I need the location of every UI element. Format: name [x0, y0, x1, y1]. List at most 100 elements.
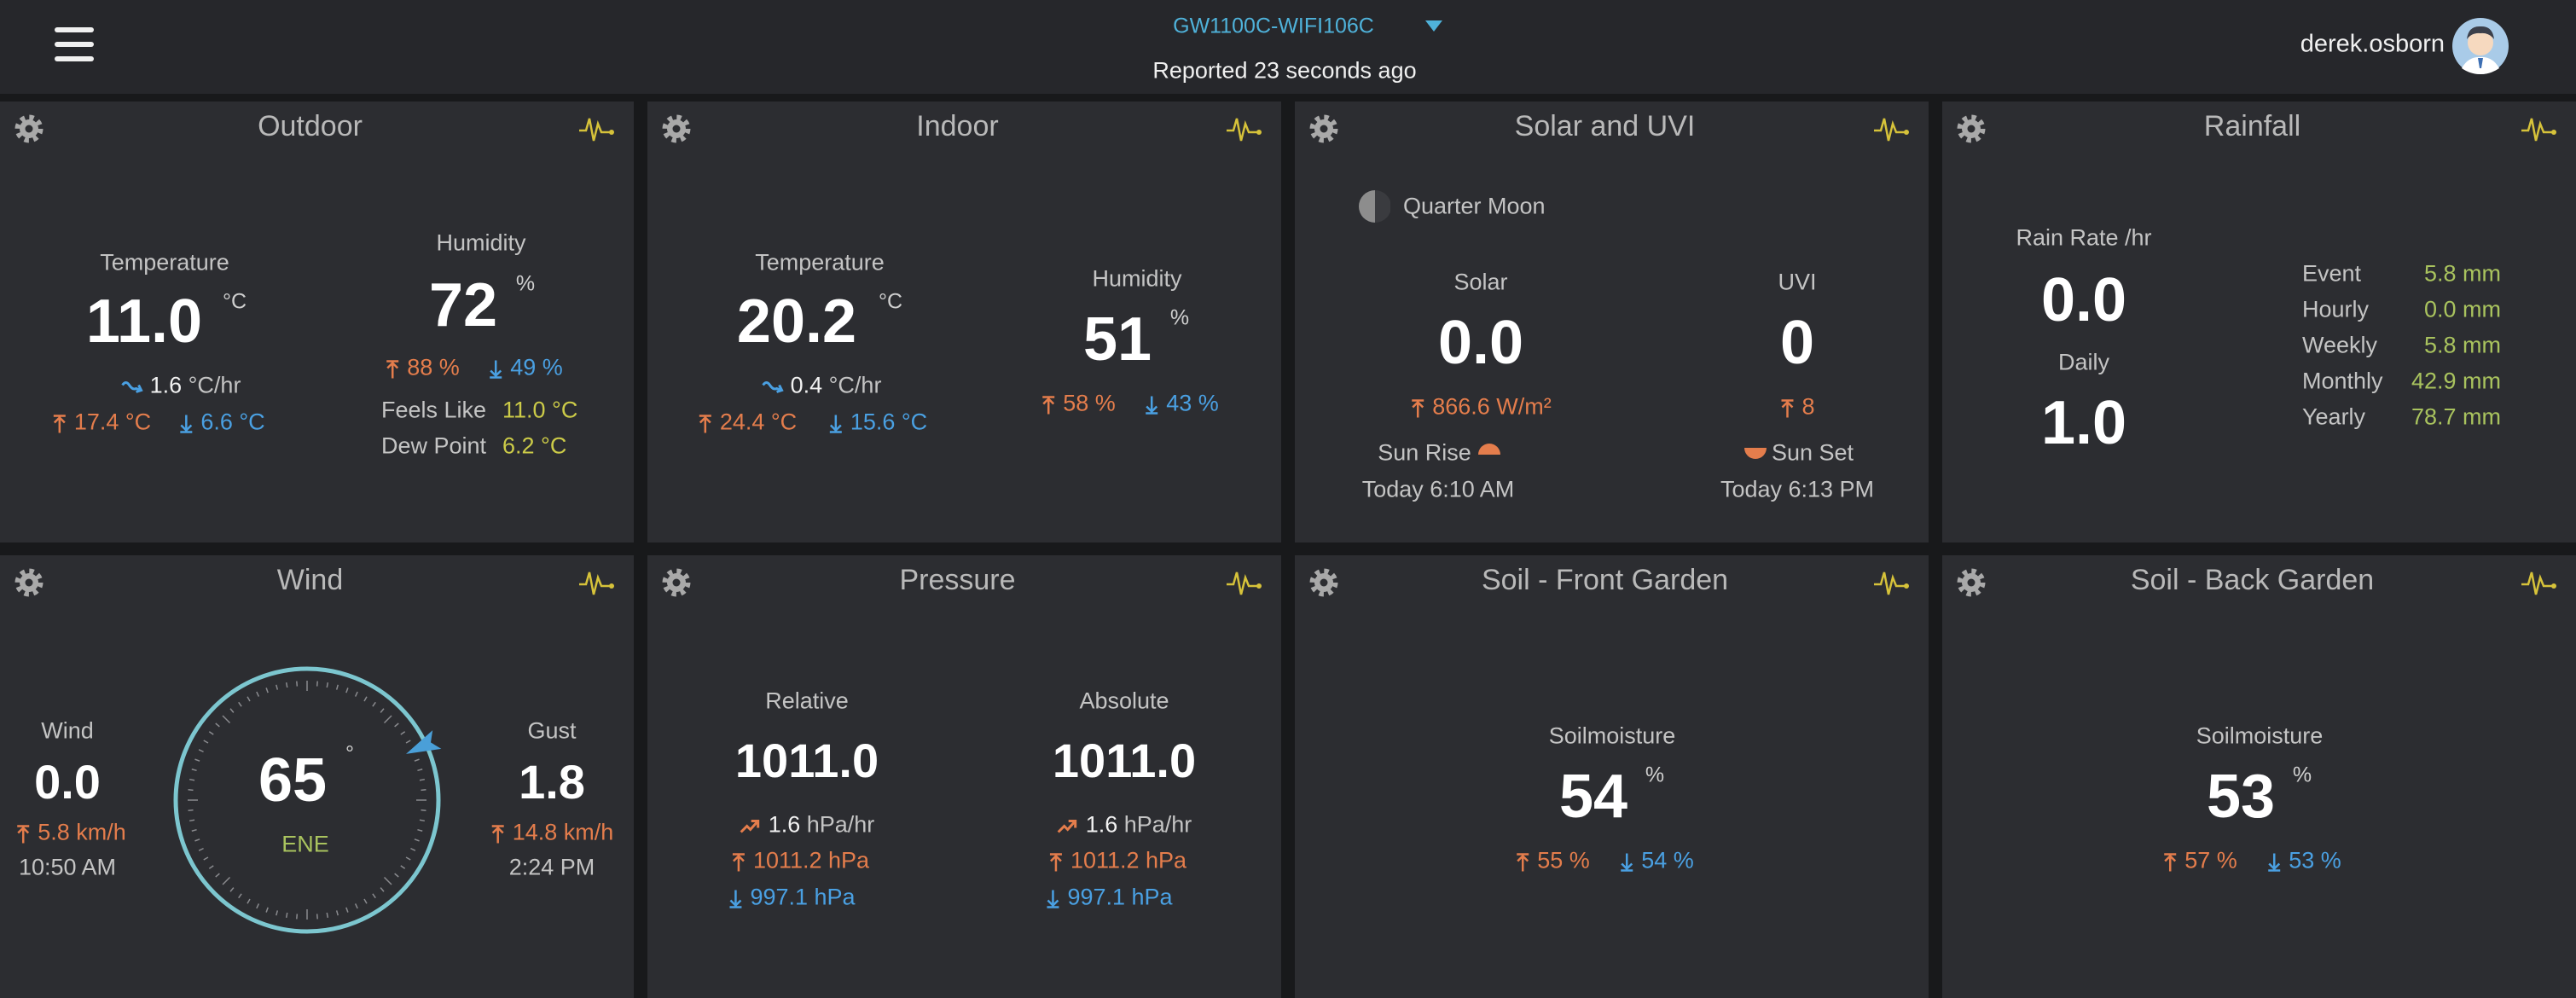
- total-value: 78.7 mm: [2411, 403, 2501, 430]
- trend-icon-part: [776, 384, 784, 393]
- dial-tick: [345, 907, 349, 913]
- card-title: Soil - Back Garden: [2130, 564, 2375, 596]
- card-rainfall: Rainfall Rain Rate /hr 0.0 Daily 1.0 Event 5.8…: [1942, 102, 2576, 543]
- absolute-label: Absolute: [1079, 688, 1169, 714]
- dial-tick: [238, 701, 242, 707]
- chart-button-part: [2521, 572, 2552, 595]
- dial-tick: [354, 691, 358, 697]
- high-icon: [699, 415, 711, 433]
- settings-button[interactable]: [14, 113, 44, 144]
- dial-tick: [208, 731, 214, 735]
- dial-tick: [222, 715, 231, 724]
- dial-tick: [326, 682, 329, 688]
- relative-label: Relative: [765, 688, 849, 714]
- high-icon: [17, 825, 30, 844]
- gust-label: Gust: [527, 717, 577, 744]
- chart-button[interactable]: [577, 113, 617, 144]
- moon-icon-part: [1359, 190, 1375, 223]
- card-title: Wind: [276, 564, 344, 596]
- user-avatar[interactable]: [2451, 17, 2509, 75]
- dial-tick: [417, 828, 423, 832]
- chart-button[interactable]: [577, 567, 617, 598]
- dial-ring: [173, 666, 441, 934]
- chart-button-part: [2551, 130, 2556, 135]
- total-label: Monthly: [2302, 368, 2383, 394]
- settings-button-part: [672, 578, 681, 587]
- card-outdoor: Outdoor Temperature 11.0 °C 1.6 °C/hr 17.4 °C…: [0, 102, 634, 543]
- low-icon: [490, 360, 502, 379]
- trend-icon: [740, 819, 760, 833]
- dial-tick: [229, 887, 235, 892]
- device-selector[interactable]: GW1100C-WIFI106C: [1173, 14, 1374, 38]
- humidity-value: 72: [428, 271, 498, 339]
- wind-label: Wind: [41, 717, 94, 744]
- dial-tick: [380, 708, 385, 713]
- user-name[interactable]: derek.osborn: [2300, 30, 2445, 58]
- soil-unit: %: [2292, 763, 2312, 787]
- humidity-value: 51: [1082, 305, 1152, 374]
- total-value: 5.8 mm: [2423, 260, 2501, 287]
- high-value: 24.4 °C: [698, 410, 797, 434]
- settings-button[interactable]: [661, 567, 692, 598]
- dial-tick: [188, 789, 194, 792]
- dropdown-arrow[interactable]: [1425, 20, 1442, 32]
- card-wind: Wind Wind 0.0 5.8 km/h 10:50 AM 65 ° ENE Gust 1.8…: [0, 555, 634, 998]
- dial-tick: [191, 769, 197, 772]
- soil-value: 53: [2206, 763, 2276, 831]
- wind-dial: [173, 666, 442, 934]
- dial-tick: [414, 838, 420, 842]
- card-title: Indoor: [916, 110, 999, 142]
- rate-unit: °C/hr: [828, 372, 882, 398]
- settings-button-part: [1309, 568, 1338, 597]
- settings-button[interactable]: [661, 113, 692, 144]
- direction-arrow: [406, 730, 442, 754]
- settings-button-part: [1957, 114, 1986, 143]
- chart-button[interactable]: [2520, 567, 2559, 598]
- settings-button-part: [1967, 125, 1976, 133]
- dew-point-label: Dew Point: [381, 432, 487, 459]
- settings-button[interactable]: [1308, 567, 1339, 598]
- dial-tick: [265, 688, 269, 693]
- solar-value: 0.0: [1437, 309, 1524, 377]
- dial-tick: [383, 715, 392, 724]
- low-icon: [829, 415, 842, 433]
- trend-icon: [1057, 819, 1077, 833]
- chart-button[interactable]: [1872, 567, 1912, 598]
- report-status: Reported 23 seconds ago: [1152, 57, 1417, 84]
- high-icon: [386, 360, 399, 379]
- dial-tick: [208, 865, 214, 869]
- rate-value: 1.6: [149, 372, 183, 398]
- high-value: 88 %: [385, 356, 460, 380]
- dial-tick: [256, 691, 260, 697]
- rate-unit: hPa/hr: [1123, 811, 1192, 838]
- humidity-unit: %: [515, 271, 536, 296]
- low-icon: [1146, 396, 1158, 415]
- dew-point-value: 6.2 °C: [502, 432, 567, 459]
- dial-tick: [296, 914, 299, 920]
- uvi-value: 0: [1779, 309, 1815, 377]
- chart-button-part: [579, 118, 610, 142]
- chart-button[interactable]: [1225, 567, 1264, 598]
- settings-button[interactable]: [1956, 113, 1987, 144]
- dial-tick: [316, 681, 318, 687]
- trend-icon-part: [751, 819, 760, 828]
- total-label: Hourly: [2302, 296, 2370, 322]
- temperature-unit: °C: [878, 289, 903, 314]
- chart-button[interactable]: [1872, 113, 1912, 144]
- dial-tick: [276, 910, 279, 916]
- high-value: 1011.2 hPa: [1048, 849, 1186, 873]
- high-icon-part: [699, 415, 711, 424]
- settings-button[interactable]: [14, 567, 44, 598]
- menu-button[interactable]: [55, 26, 94, 63]
- dial-tick: [372, 701, 376, 707]
- chart-button[interactable]: [1225, 113, 1264, 144]
- sunset-icon: [1744, 448, 1767, 459]
- low-value: 49 %: [488, 356, 563, 380]
- chart-button[interactable]: [2520, 113, 2559, 144]
- settings-button[interactable]: [1956, 567, 1987, 598]
- settings-button[interactable]: [1308, 113, 1339, 144]
- dial-tick: [189, 819, 195, 822]
- temperature-value: 11.0: [85, 287, 203, 356]
- dial-tick: [247, 696, 251, 702]
- low-icon: [1047, 890, 1059, 908]
